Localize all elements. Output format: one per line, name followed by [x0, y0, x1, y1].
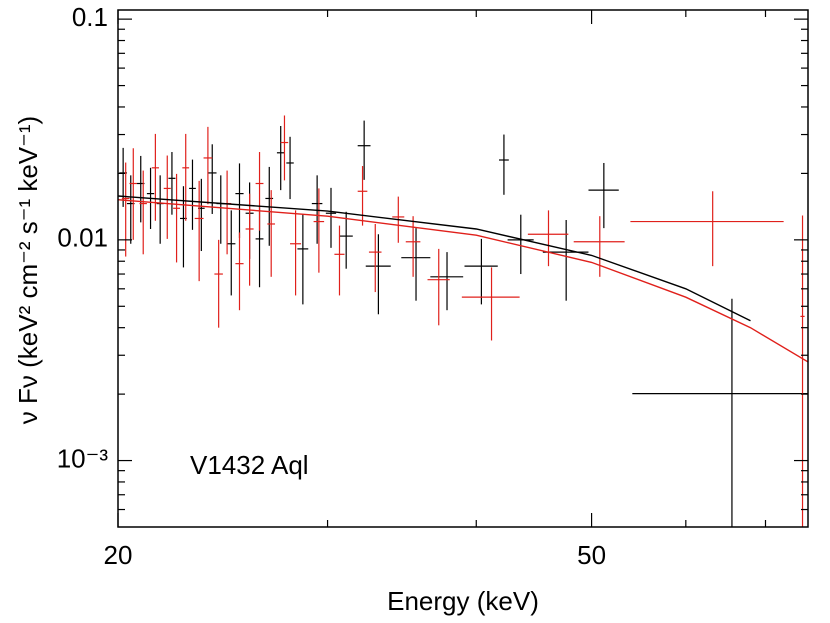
- y-tick-label: 10⁻³: [57, 443, 109, 473]
- plot-frame: [117, 9, 809, 528]
- y-tick-label: 0.01: [57, 223, 108, 253]
- model-line: [118, 199, 808, 363]
- x-axis-label: Energy (keV): [387, 586, 539, 616]
- y-axis-label: ν Fν (keV² cm⁻² s⁻¹ keV⁻¹): [13, 116, 43, 424]
- x-tick-label: 20: [104, 540, 133, 570]
- x-tick-label: 50: [577, 540, 606, 570]
- annotation: V1432 Aql: [190, 450, 309, 480]
- y-tick-label: 0.1: [72, 2, 108, 32]
- plot-area: [118, 115, 808, 527]
- model-line: [118, 195, 751, 322]
